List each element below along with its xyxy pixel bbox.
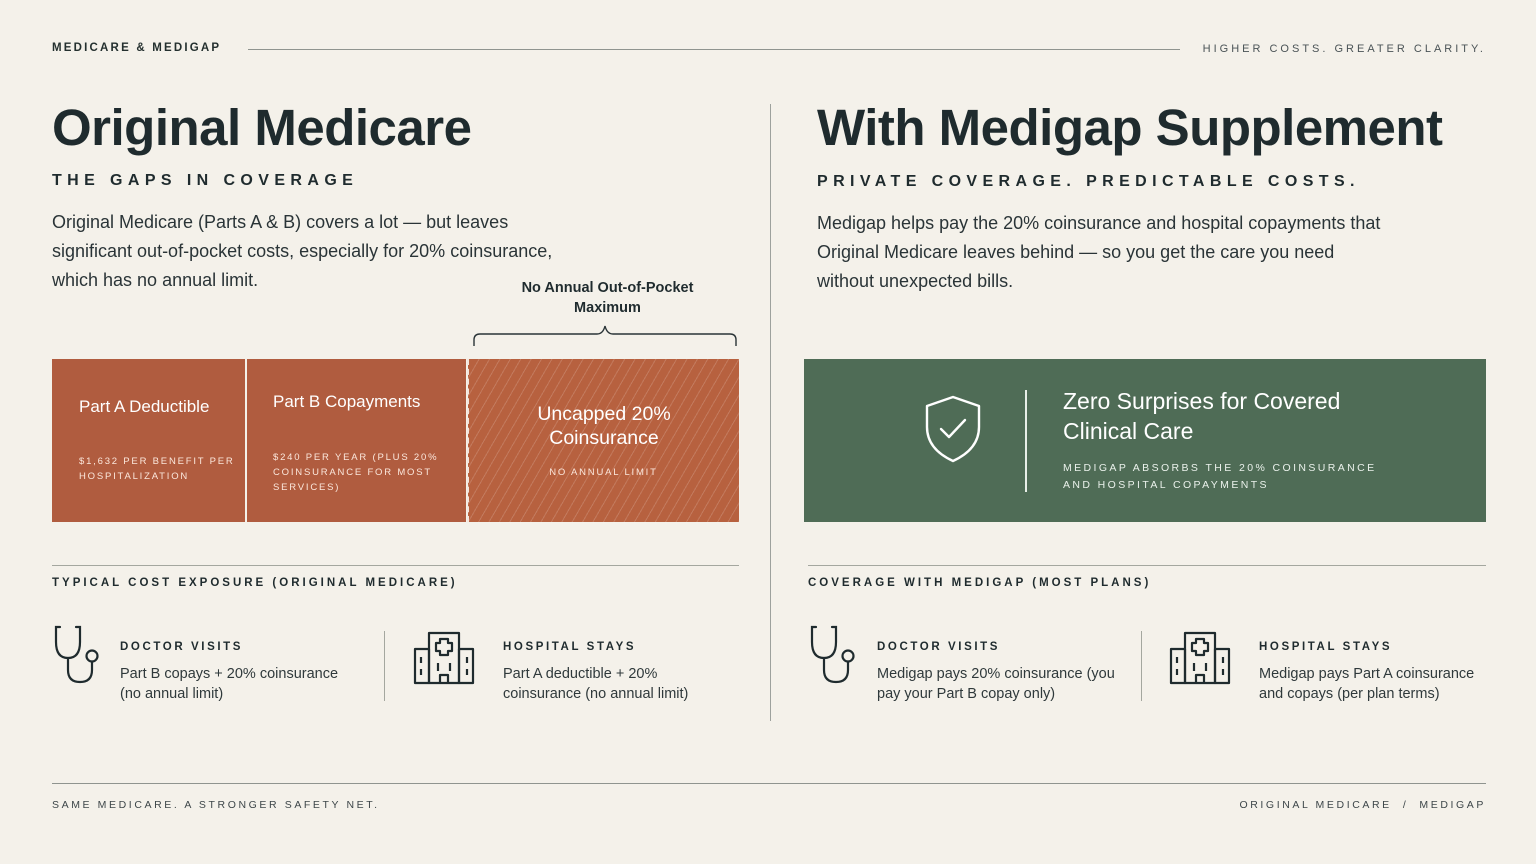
hospital-icon xyxy=(1169,631,1231,685)
segment-part-a-detail: $1,632 PER BENEFIT PER HOSPITALIZATION xyxy=(79,456,235,482)
coverage-box-detail: MEDIGAP ABSORBS THE 20% COINSURANCE AND … xyxy=(1063,462,1377,491)
top-kicker: MEDICARE & MEDIGAP xyxy=(52,42,222,54)
left-hospital-title: HOSPITAL STAYS xyxy=(503,641,637,653)
segment-part-b: Part B Copayments $240 PER YEAR (PLUS 20… xyxy=(247,359,466,522)
shield-check-icon xyxy=(922,394,984,469)
footer-label: ORIGINAL MEDICARE / MEDIGAP xyxy=(1239,799,1486,811)
right-subtitle: PRIVATE COVERAGE. PREDICTABLE COSTS. xyxy=(817,173,1360,190)
top-tagline: HIGHER COSTS. GREATER CLARITY. xyxy=(1202,43,1486,55)
right-lead: Medigap helps pay the 20% coinsurance an… xyxy=(817,213,1381,291)
stethoscope-icon xyxy=(52,624,100,684)
right-doctor-title: DOCTOR VISITS xyxy=(877,641,1001,653)
left-doctor-desc: Part B copays + 20% coinsurance (no annu… xyxy=(120,666,339,702)
left-section-title: TYPICAL COST EXPOSURE (ORIGINAL MEDICARE… xyxy=(52,577,458,589)
segment-part-a: Part A Deductible $1,632 PER BENEFIT PER… xyxy=(52,359,245,522)
segment-part-a-title: Part A Deductible xyxy=(79,397,210,416)
footer-tagline: SAME MEDICARE. A STRONGER SAFETY NET. xyxy=(52,799,380,811)
coverage-box xyxy=(804,359,1486,522)
right-section-title: COVERAGE WITH MEDIGAP (MOST PLANS) xyxy=(808,577,1152,589)
left-item-separator xyxy=(384,631,385,701)
segment-part-b-title: Part B Copayments xyxy=(273,392,421,411)
segment-uncapped: Uncapped 20% Coinsurance NO ANNUAL LIMIT xyxy=(468,359,739,522)
right-hospital-title: HOSPITAL STAYS xyxy=(1259,641,1393,653)
hospital-icon xyxy=(413,631,475,685)
segment-dashed-divider xyxy=(467,359,469,522)
no-max-label: No Annual Out-of-Pocket Maximum xyxy=(521,280,694,316)
footer-rule xyxy=(52,783,1486,784)
left-hospital-desc: Part A deductible + 20% coinsurance (no … xyxy=(503,666,689,702)
left-subtitle: THE GAPS IN COVERAGE xyxy=(52,172,359,189)
coverage-box-separator xyxy=(1025,390,1027,492)
right-hospital-desc: Medigap pays Part A coinsurance and copa… xyxy=(1259,666,1475,702)
right-item-separator xyxy=(1141,631,1142,701)
right-doctor-desc: Medigap pays 20% coinsurance (you pay yo… xyxy=(877,666,1115,702)
left-title: Original Medicare xyxy=(52,99,472,156)
segment-separator xyxy=(245,359,247,522)
coverage-box-title: Zero Surprises for Covered Clinical Care xyxy=(1063,388,1341,444)
bracket-brace xyxy=(473,325,737,346)
stethoscope-icon xyxy=(808,624,856,684)
left-lead: Original Medicare (Parts A & B) covers a… xyxy=(52,212,553,290)
right-title: With Medigap Supplement xyxy=(817,99,1443,156)
left-section-rule xyxy=(52,565,739,566)
top-rule xyxy=(248,49,1180,50)
segment-uncapped-detail: NO ANNUAL LIMIT xyxy=(549,467,658,478)
segment-part-b-detail: $240 PER YEAR (PLUS 20% COINSURANCE FOR … xyxy=(273,452,439,493)
left-doctor-title: DOCTOR VISITS xyxy=(120,641,244,653)
center-divider xyxy=(770,104,771,721)
right-section-rule xyxy=(808,565,1486,566)
segment-uncapped-title: Uncapped 20% Coinsurance xyxy=(537,403,671,449)
